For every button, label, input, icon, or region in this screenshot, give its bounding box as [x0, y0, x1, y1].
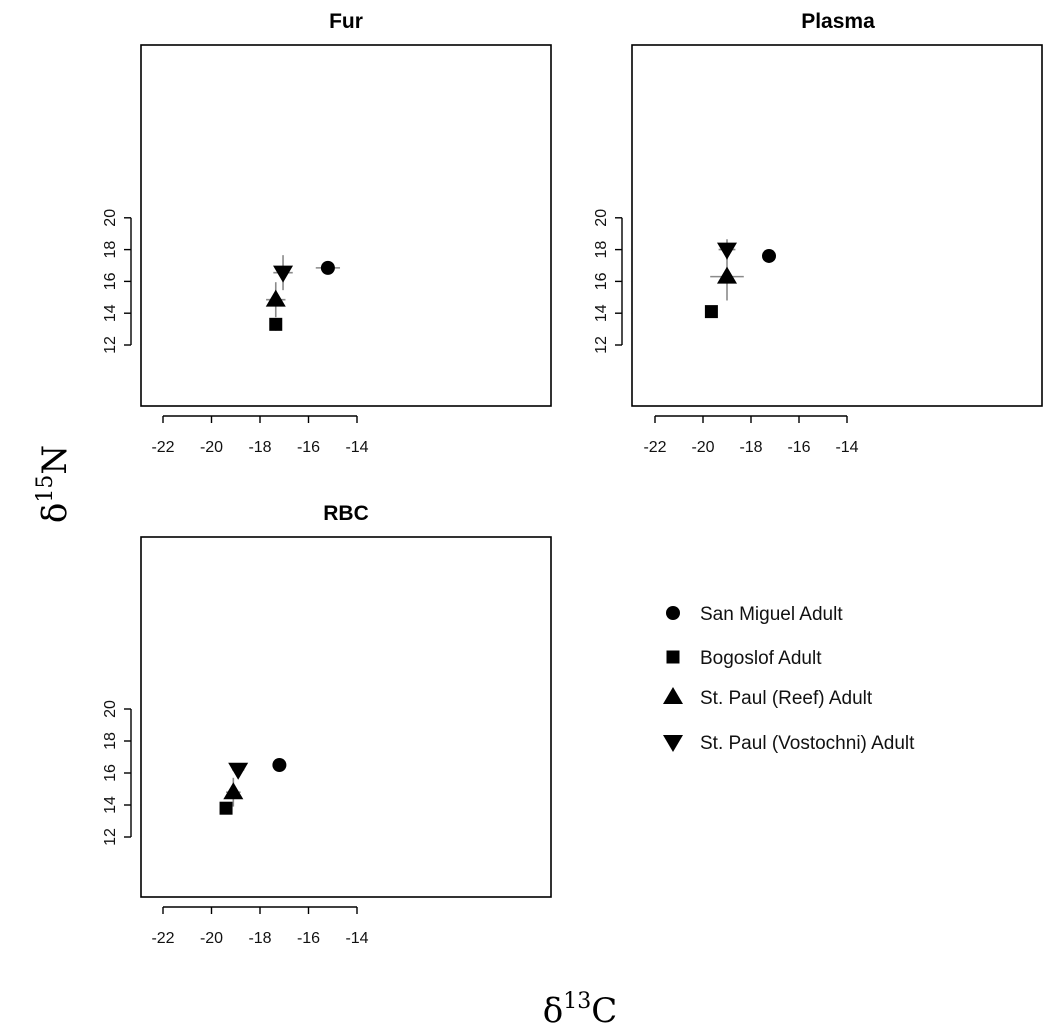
y-axis-plasma: 12 14 16 18 20: [593, 209, 623, 354]
x-tick-label: -16: [297, 439, 320, 456]
data-point-triangle-down: [717, 242, 737, 260]
legend-marker-triangle-up: [663, 687, 683, 704]
data-point-triangle-down: [228, 762, 249, 780]
data-marks-fur: [265, 255, 341, 331]
data-point-triangle-up: [265, 289, 286, 307]
legend-label: San Miguel Adult: [700, 604, 843, 625]
x-tick-label: -22: [643, 439, 666, 456]
x-tick-label: -20: [691, 439, 714, 456]
y-tick-label: 14: [593, 304, 610, 322]
x-tick-label: -18: [739, 439, 762, 456]
y-axis-fur: 12 14 16 18 20: [102, 209, 132, 354]
data-marks-plasma: [704, 239, 776, 319]
x-label-element: C: [591, 991, 617, 1030]
y-tick-label: 14: [102, 304, 119, 322]
legend-label: St. Paul (Vostochni) Adult: [700, 733, 915, 754]
y-tick-label: 16: [593, 272, 610, 290]
x-axis-plasma: -22 -20 -18 -16 -14: [643, 415, 859, 456]
y-tick-label: 18: [102, 241, 119, 259]
panel-fur: Fur -22 -20 -18 -16 -14 12 14 16 18 20: [102, 10, 552, 456]
x-tick-label: -18: [248, 930, 271, 947]
y-label-delta: δ: [35, 503, 75, 523]
x-tick-label: -22: [151, 439, 174, 456]
y-tick-label: 16: [102, 272, 119, 290]
legend-label: Bogoslof Adult: [700, 648, 822, 669]
y-label-sup: 15: [33, 475, 58, 503]
y-tick-label: 12: [593, 336, 610, 354]
data-point-triangle-up: [223, 782, 244, 800]
svg-text:δ13C: δ13C: [543, 989, 618, 1030]
y-tick-label: 20: [593, 209, 610, 227]
x-axis-rbc: -22 -20 -18 -16 -14: [151, 906, 369, 947]
x-tick-label: -14: [345, 439, 368, 456]
data-point-square: [219, 801, 233, 815]
panel-rbc: RBC -22 -20 -18 -16 -14 12 14 16 18 20: [102, 502, 552, 947]
x-tick-label: -22: [151, 930, 174, 947]
panel-plasma: Plasma -22 -20 -18 -16 -14 12 14 16 18 20: [593, 10, 1043, 456]
legend-marker-circle: [666, 606, 680, 620]
y-axis-rbc: 12 14 16 18 20: [102, 700, 132, 846]
plot-frame-rbc: [140, 536, 552, 898]
x-axis-fur: -22 -20 -18 -16 -14: [151, 415, 369, 456]
plot-frame-plasma: [631, 44, 1043, 407]
data-point-circle: [272, 758, 287, 772]
data-point-triangle-up: [717, 266, 737, 284]
legend: San Miguel Adult Bogoslof Adult St. Paul (…: [663, 604, 915, 754]
data-point-triangle-down: [273, 265, 294, 283]
svg-text:δ15N: δ15N: [33, 445, 75, 523]
data-point-circle: [762, 248, 776, 263]
y-tick-label: 14: [102, 796, 119, 814]
panel-title-plasma: Plasma: [801, 10, 875, 33]
y-tick-label: 18: [593, 241, 610, 259]
y-tick-label: 12: [102, 336, 119, 354]
x-tick-label: -20: [200, 439, 223, 456]
legend-marker-triangle-down: [663, 735, 683, 752]
legend-marker-square: [666, 650, 680, 664]
y-tick-label: 16: [102, 764, 119, 782]
panel-title-fur: Fur: [329, 10, 363, 33]
data-point-circle: [320, 260, 335, 275]
x-tick-label: -14: [345, 930, 368, 947]
y-tick-label: 20: [102, 209, 119, 227]
y-label-element: N: [35, 445, 75, 475]
x-tick-label: -20: [200, 930, 223, 947]
plot-frame-fur: [140, 44, 552, 407]
x-label-sup: 13: [563, 989, 591, 1014]
data-point-square: [704, 305, 718, 319]
data-point-square: [269, 317, 283, 331]
x-tick-label: -16: [787, 439, 810, 456]
x-tick-label: -16: [297, 930, 320, 947]
panel-title-rbc: RBC: [323, 502, 369, 525]
y-tick-label: 18: [102, 732, 119, 750]
legend-label: St. Paul (Reef) Adult: [700, 688, 873, 709]
x-tick-label: -18: [248, 439, 271, 456]
x-label-delta: δ: [543, 991, 563, 1030]
y-tick-label: 12: [102, 828, 119, 846]
y-tick-label: 20: [102, 700, 119, 718]
y-axis-label: δ15N: [33, 445, 75, 523]
x-tick-label: -14: [835, 439, 858, 456]
x-axis-label: δ13C: [543, 989, 618, 1030]
data-marks-rbc: [219, 758, 287, 815]
